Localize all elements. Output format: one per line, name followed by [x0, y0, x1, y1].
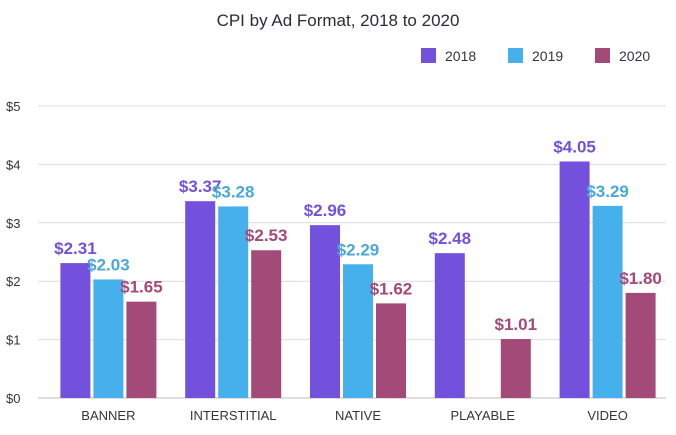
legend-swatch-2020 [595, 48, 610, 63]
x-tick-label: NATIVE [335, 408, 381, 423]
bar-banner-2019 [93, 279, 124, 398]
legend-swatch-2019 [508, 48, 523, 63]
bar-video-2018 [559, 161, 590, 398]
x-tick-label: PLAYABLE [451, 408, 516, 423]
legend: 2018 2019 2020 [421, 48, 650, 64]
y-tick-label: $5 [6, 99, 20, 114]
chart-title: CPI by Ad Format, 2018 to 2020 [217, 11, 460, 30]
data-label: $3.29 [586, 182, 629, 201]
data-label: $2.31 [54, 239, 97, 258]
legend-swatch-2018 [421, 48, 436, 63]
bar-interstitial-2019 [218, 206, 249, 398]
data-label: $2.48 [429, 229, 472, 248]
data-label: $1.65 [120, 278, 163, 297]
bar-banner-2018 [60, 263, 91, 398]
data-label: $1.80 [619, 269, 662, 288]
data-labels: $2.31$2.03 $1.65 $3.37$3.28 $2.53 $2.96 $2.29… [54, 137, 662, 334]
x-tick-label: INTERSTITIAL [190, 408, 277, 423]
bar-native-2018 [310, 225, 340, 398]
bar-banner-2020 [126, 301, 157, 398]
bar-video-2020 [625, 292, 656, 398]
bar-interstitial-2018 [185, 201, 216, 398]
legend-label: 2019 [532, 48, 563, 64]
y-tick-label: $4 [6, 157, 20, 172]
bars [60, 161, 656, 398]
x-tick-label: BANNER [81, 408, 135, 423]
bar-playable-2018 [434, 253, 465, 398]
legend-label: 2020 [619, 48, 650, 64]
x-axis: BANNER INTERSTITIAL NATIVE PLAYABLE VIDEO [81, 408, 628, 423]
data-label: $2.03 [87, 255, 130, 274]
data-label: $3.37 [179, 177, 222, 196]
y-tick-label: $3 [6, 216, 20, 231]
data-label: $4.05 [553, 137, 596, 156]
bar-native-2020 [376, 303, 406, 398]
y-axis: $0 $1 $2 $3 $4 $5 [6, 99, 20, 406]
data-label: $2.53 [245, 226, 288, 245]
bar-interstitial-2020 [251, 250, 282, 398]
data-label: $2.29 [337, 240, 380, 259]
y-tick-label: $1 [6, 333, 20, 348]
data-label: $1.62 [370, 279, 413, 298]
data-label: $2.96 [304, 201, 347, 220]
bar-playable-2020 [500, 339, 531, 398]
bar-native-2019 [343, 264, 373, 398]
x-tick-label: VIDEO [587, 408, 627, 423]
data-label: $1.01 [495, 315, 538, 334]
data-label: $3.28 [212, 182, 255, 201]
legend-label: 2018 [445, 48, 476, 64]
y-tick-label: $0 [6, 391, 20, 406]
y-tick-label: $2 [6, 274, 20, 289]
bar-video-2019 [592, 205, 623, 398]
